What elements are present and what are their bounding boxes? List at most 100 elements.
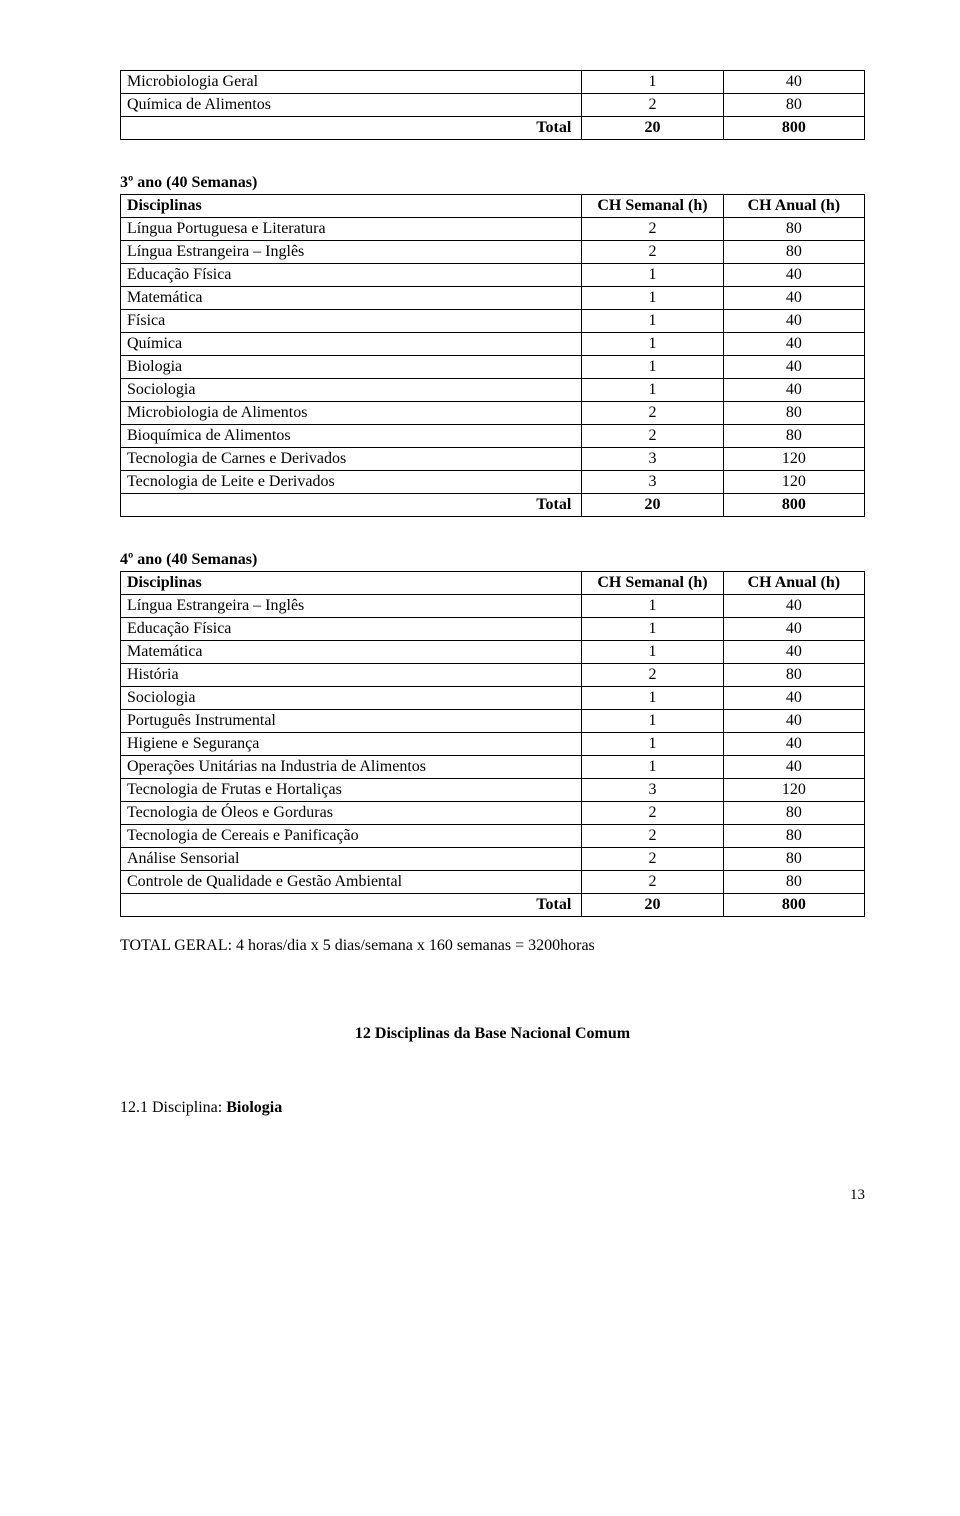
cell-a: 1 (582, 379, 723, 402)
cell-a: 3 (582, 471, 723, 494)
cell-name: Operações Unitárias na Industria de Alim… (121, 756, 582, 779)
header-a: CH Semanal (h) (582, 195, 723, 218)
cell-name: Controle de Qualidade e Gestão Ambiental (121, 871, 582, 894)
cell-name: Química de Alimentos (121, 94, 582, 117)
cell-a: 1 (582, 641, 723, 664)
table-row: Química140 (121, 333, 865, 356)
header-b: CH Anual (h) (723, 572, 864, 595)
table-row: Português Instrumental140 (121, 710, 865, 733)
cell-name: Tecnologia de Frutas e Hortaliças (121, 779, 582, 802)
cell-b: 40 (723, 71, 864, 94)
total-b: 800 (723, 494, 864, 517)
header-name: Disciplinas (121, 572, 582, 595)
cell-name: História (121, 664, 582, 687)
discipline-prefix: 12.1 Disciplina: (120, 1099, 226, 1116)
cell-a: 1 (582, 71, 723, 94)
cell-name: Sociologia (121, 379, 582, 402)
cell-name: Língua Portuguesa e Literatura (121, 218, 582, 241)
cell-b: 40 (723, 618, 864, 641)
header-name: Disciplinas (121, 195, 582, 218)
table-row: Língua Estrangeira – Inglês280 (121, 241, 865, 264)
cell-a: 2 (582, 241, 723, 264)
cell-name: Microbiologia de Alimentos (121, 402, 582, 425)
cell-b: 120 (723, 448, 864, 471)
discipline-line: 12.1 Disciplina: Biologia (120, 1099, 865, 1117)
cell-b: 80 (723, 425, 864, 448)
cell-b: 40 (723, 310, 864, 333)
table-year4: DisciplinasCH Semanal (h)CH Anual (h)Lín… (120, 571, 865, 917)
table-row: Sociologia140 (121, 379, 865, 402)
total-b: 800 (723, 117, 864, 140)
cell-b: 80 (723, 848, 864, 871)
cell-a: 1 (582, 733, 723, 756)
table-row: Tecnologia de Cereais e Panificação280 (121, 825, 865, 848)
header-a: CH Semanal (h) (582, 572, 723, 595)
table-row: Matemática140 (121, 287, 865, 310)
cell-a: 1 (582, 618, 723, 641)
section4-title: 4º ano (40 Semanas) (120, 551, 865, 569)
cell-name: Educação Física (121, 618, 582, 641)
table0-body: Microbiologia Geral140Química de Aliment… (121, 71, 865, 140)
total-a: 20 (582, 117, 723, 140)
cell-a: 1 (582, 356, 723, 379)
section3-title: 3º ano (40 Semanas) (120, 174, 865, 192)
table-row: Língua Estrangeira – Inglês140 (121, 595, 865, 618)
cell-b: 40 (723, 264, 864, 287)
cell-name: Matemática (121, 641, 582, 664)
cell-name: Análise Sensorial (121, 848, 582, 871)
cell-a: 1 (582, 595, 723, 618)
discipline-bold: Biologia (226, 1099, 282, 1116)
cell-b: 40 (723, 287, 864, 310)
cell-a: 1 (582, 333, 723, 356)
base-heading: 12 Disciplinas da Base Nacional Comum (120, 1025, 865, 1043)
cell-name: Português Instrumental (121, 710, 582, 733)
table-header-row: DisciplinasCH Semanal (h)CH Anual (h) (121, 195, 865, 218)
cell-b: 40 (723, 733, 864, 756)
table-total-row: Total20800 (121, 894, 865, 917)
cell-b: 80 (723, 94, 864, 117)
table-row: Química de Alimentos280 (121, 94, 865, 117)
table-row: Controle de Qualidade e Gestão Ambiental… (121, 871, 865, 894)
cell-b: 40 (723, 687, 864, 710)
cell-name: Matemática (121, 287, 582, 310)
cell-b: 40 (723, 379, 864, 402)
cell-a: 3 (582, 779, 723, 802)
table-row: Microbiologia Geral140 (121, 71, 865, 94)
total-label: Total (121, 494, 582, 517)
total-b: 800 (723, 894, 864, 917)
table-row: Higiene e Segurança140 (121, 733, 865, 756)
cell-a: 2 (582, 871, 723, 894)
cell-a: 2 (582, 802, 723, 825)
table-row: História280 (121, 664, 865, 687)
cell-name: Biologia (121, 356, 582, 379)
table-row: Matemática140 (121, 641, 865, 664)
table-total-row: Total20800 (121, 117, 865, 140)
cell-b: 40 (723, 595, 864, 618)
table3-body: DisciplinasCH Semanal (h)CH Anual (h)Lín… (121, 195, 865, 517)
page-number: 13 (120, 1187, 865, 1204)
total-label: Total (121, 894, 582, 917)
table-row: Análise Sensorial280 (121, 848, 865, 871)
total-a: 20 (582, 894, 723, 917)
cell-a: 3 (582, 448, 723, 471)
cell-name: Bioquímica de Alimentos (121, 425, 582, 448)
cell-b: 120 (723, 471, 864, 494)
table-row: Operações Unitárias na Industria de Alim… (121, 756, 865, 779)
cell-a: 1 (582, 756, 723, 779)
table-row: Tecnologia de Leite e Derivados3120 (121, 471, 865, 494)
cell-b: 80 (723, 241, 864, 264)
table-row: Tecnologia de Óleos e Gorduras280 (121, 802, 865, 825)
cell-b: 40 (723, 756, 864, 779)
cell-a: 2 (582, 94, 723, 117)
table-total-row: Total20800 (121, 494, 865, 517)
cell-b: 80 (723, 825, 864, 848)
cell-name: Física (121, 310, 582, 333)
table-row: Tecnologia de Frutas e Hortaliças3120 (121, 779, 865, 802)
cell-a: 2 (582, 402, 723, 425)
cell-b: 80 (723, 802, 864, 825)
table-header-row: DisciplinasCH Semanal (h)CH Anual (h) (121, 572, 865, 595)
cell-b: 80 (723, 218, 864, 241)
cell-a: 2 (582, 664, 723, 687)
cell-name: Química (121, 333, 582, 356)
table-year3: DisciplinasCH Semanal (h)CH Anual (h)Lín… (120, 194, 865, 517)
